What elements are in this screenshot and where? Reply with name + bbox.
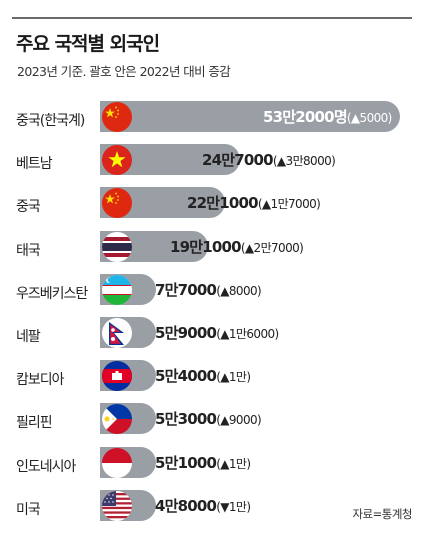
value-change: (▲9000) xyxy=(216,413,262,428)
country-label: 필리핀 xyxy=(16,415,53,432)
value-main: 19만1000 xyxy=(170,237,242,256)
country-label: 태국 xyxy=(16,242,41,259)
value-change: (▲8000) xyxy=(216,283,262,298)
value-change: (▲5000) xyxy=(346,111,393,125)
thailand-flag-icon xyxy=(102,231,132,262)
value-label: 5만1000(▲1만) xyxy=(155,452,251,473)
vietnam-flag-icon xyxy=(102,145,132,176)
value-label: 5만4000(▲1만) xyxy=(155,365,251,386)
china-flag-icon xyxy=(102,188,132,219)
source-note: 자료=통계청 xyxy=(352,507,412,521)
chart-row: 네팔 5만9000(▲1만6000) xyxy=(0,313,430,353)
country-label: 우즈베키스탄 xyxy=(16,285,88,302)
value-main: 22만1000 xyxy=(187,194,259,213)
top-rule xyxy=(12,17,412,19)
value-change: (▲1만6000) xyxy=(216,327,279,341)
bar xyxy=(100,101,400,132)
cambodia-flag-icon xyxy=(102,361,132,392)
value-main: 5만4000 xyxy=(155,367,217,386)
chart-subtitle: 2023년 기준. 괄호 안은 2022년 대비 증감 xyxy=(17,64,231,79)
value-change: (▲2만7000) xyxy=(240,240,304,255)
china-flag-icon xyxy=(102,102,132,132)
value-main: 5만9000 xyxy=(155,324,217,342)
chart-row: 인도네시아 5만1000(▲1만) xyxy=(0,443,430,483)
value-label: 7만7000(▲8000) xyxy=(155,279,262,300)
uzbekistan-flag-icon xyxy=(102,274,132,305)
chart-row: 미국 4만8000(▼1만) xyxy=(0,486,430,526)
country-label: 중국 xyxy=(16,199,41,216)
value-label: 5만9000(▲1만6000) xyxy=(155,322,279,343)
country-label: 중국(한국계) xyxy=(16,113,85,129)
country-label: 캄보디아 xyxy=(16,372,65,389)
value-label: 4만8000(▼1만) xyxy=(155,495,251,516)
philippines-flag-icon xyxy=(102,404,132,435)
value-main: 53만2000명 xyxy=(263,108,348,126)
chart-row: 베트남 24만7000(▲3만8000) xyxy=(0,140,430,180)
chart-row: 캄보디아 5만4000(▲1만) xyxy=(0,356,430,396)
value-main: 5만1000 xyxy=(155,453,217,472)
country-label: 네팔 xyxy=(16,329,41,345)
value-label: 22만1000(▲1만7000) xyxy=(187,192,321,213)
value-main: 4만8000 xyxy=(155,496,217,515)
value-main: 7만7000 xyxy=(155,280,217,299)
value-change: (▼1만) xyxy=(216,499,251,514)
value-label: 5만3000(▲9000) xyxy=(155,408,262,429)
value-label: 24만7000(▲3만8000) xyxy=(202,149,336,170)
chart-row: 태국 19만1000(▲2만7000) xyxy=(0,227,430,267)
chart-row: 중국 22만1000(▲1만7000) xyxy=(0,183,430,223)
country-label: 인도네시아 xyxy=(16,458,76,475)
value-label: 19만1000(▲2만7000) xyxy=(170,236,304,257)
country-label: 미국 xyxy=(16,501,41,518)
chart-row: 우즈베키스탄 7만7000(▲8000) xyxy=(0,270,430,310)
value-main: 5만3000 xyxy=(155,410,217,429)
value-change: (▲1만) xyxy=(216,456,251,471)
chart-title: 주요 국적별 외국인 xyxy=(16,33,160,55)
value-change: (▲1만) xyxy=(216,370,251,385)
value-change: (▲1만7000) xyxy=(257,197,321,212)
value-label: 53만2000명(▲5000) xyxy=(263,106,392,127)
value-main: 24만7000 xyxy=(202,151,274,170)
chart-row: 중국(한국계) 53만2000명(▲5000) xyxy=(0,97,430,137)
nepal-flag-icon xyxy=(102,318,132,348)
usa-flag-icon xyxy=(102,490,132,521)
indonesia-flag-icon xyxy=(102,447,132,478)
value-change: (▲3만8000) xyxy=(272,154,336,169)
country-label: 베트남 xyxy=(16,156,53,173)
chart-row: 필리핀 5만3000(▲9000) xyxy=(0,399,430,439)
